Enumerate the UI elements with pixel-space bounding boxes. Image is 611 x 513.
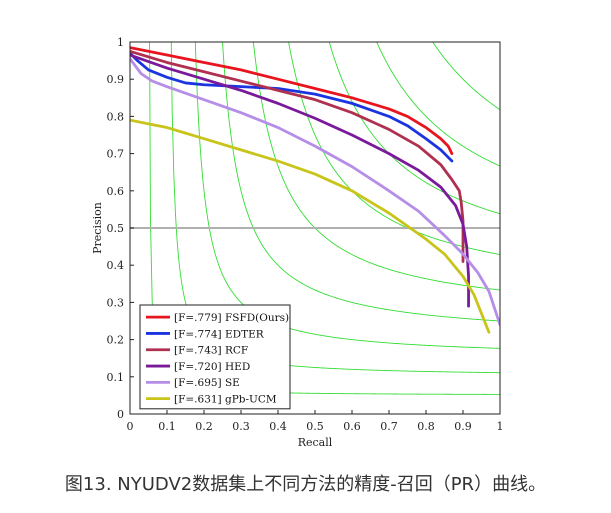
legend-label: [F=.743] RCF bbox=[174, 345, 248, 357]
series-lines bbox=[130, 46, 500, 334]
x-tick-label: 0.1 bbox=[158, 420, 176, 433]
y-tick-label: 0.9 bbox=[107, 73, 125, 86]
y-tick-label: 0.2 bbox=[107, 334, 125, 347]
y-tick-label: 0.8 bbox=[107, 110, 125, 123]
series-line-0 bbox=[130, 46, 454, 156]
iso-f-curve bbox=[432, 42, 500, 111]
x-tick-label: 0.3 bbox=[232, 420, 250, 433]
x-tick-label: 0.5 bbox=[306, 420, 324, 433]
iso-f-curve bbox=[376, 42, 500, 167]
iso-f-curve bbox=[194, 42, 500, 349]
legend-label: [F=.779] FSFD(Ours) bbox=[174, 312, 289, 324]
y-axis-label: Precision bbox=[91, 202, 104, 254]
x-tick-label: 0.9 bbox=[454, 420, 472, 433]
y-tick-label: 0.6 bbox=[107, 185, 125, 198]
y-tick-label: 0.7 bbox=[107, 148, 125, 161]
series-line-3 bbox=[130, 53, 470, 308]
y-tick-label: 1 bbox=[117, 36, 124, 49]
y-tick-label: 0.3 bbox=[107, 296, 125, 309]
legend-label: [F=.631] gPb-UCM bbox=[174, 393, 277, 405]
iso-f-curve bbox=[252, 42, 500, 291]
x-tick-label: 0.8 bbox=[417, 420, 435, 433]
series-line-1 bbox=[130, 51, 454, 163]
iso-f-curve bbox=[288, 42, 500, 256]
figure-caption: 图13. NYUDV2数据集上不同方法的精度-召回（PR）曲线。 bbox=[64, 474, 547, 495]
series-line-4 bbox=[130, 57, 500, 327]
y-tick-label: 0.5 bbox=[107, 222, 125, 235]
x-tick-label: 0.4 bbox=[269, 420, 287, 433]
pr-curve-chart: 0 0.1 0.2 0.3 0.4 0.5 0.6 0.7 0.8 0.9 1 0 0.1 0.2 0.3 0… bbox=[91, 36, 504, 449]
axis-ticks: 0 0.1 0.2 0.3 0.4 0.5 0.6 0.7 0.8 0.9 1 0 0.1 0.2 0.3 0… bbox=[107, 36, 504, 433]
x-tick-label: 1 bbox=[497, 420, 504, 433]
x-tick-label: 0 bbox=[127, 420, 134, 433]
legend-label: [F=.695] SE bbox=[174, 377, 240, 389]
legend-label: [F=.774] EDTER bbox=[174, 328, 265, 340]
y-tick-label: 0.1 bbox=[107, 371, 125, 384]
series-line-2 bbox=[130, 49, 465, 263]
x-tick-label: 0.2 bbox=[195, 420, 213, 433]
y-tick-label: 0.4 bbox=[107, 259, 125, 272]
x-axis-label: Recall bbox=[298, 436, 333, 449]
x-tick-label: 0.6 bbox=[343, 420, 361, 433]
legend-label: [F=.720] HED bbox=[174, 361, 250, 373]
legend: [F=.779] FSFD(Ours) [F=.774] EDTER [F=.743… bbox=[139, 304, 291, 410]
series-line-5 bbox=[130, 118, 491, 334]
y-tick-label: 0 bbox=[117, 408, 124, 421]
legend-box bbox=[139, 304, 291, 410]
x-tick-label: 0.7 bbox=[380, 420, 398, 433]
